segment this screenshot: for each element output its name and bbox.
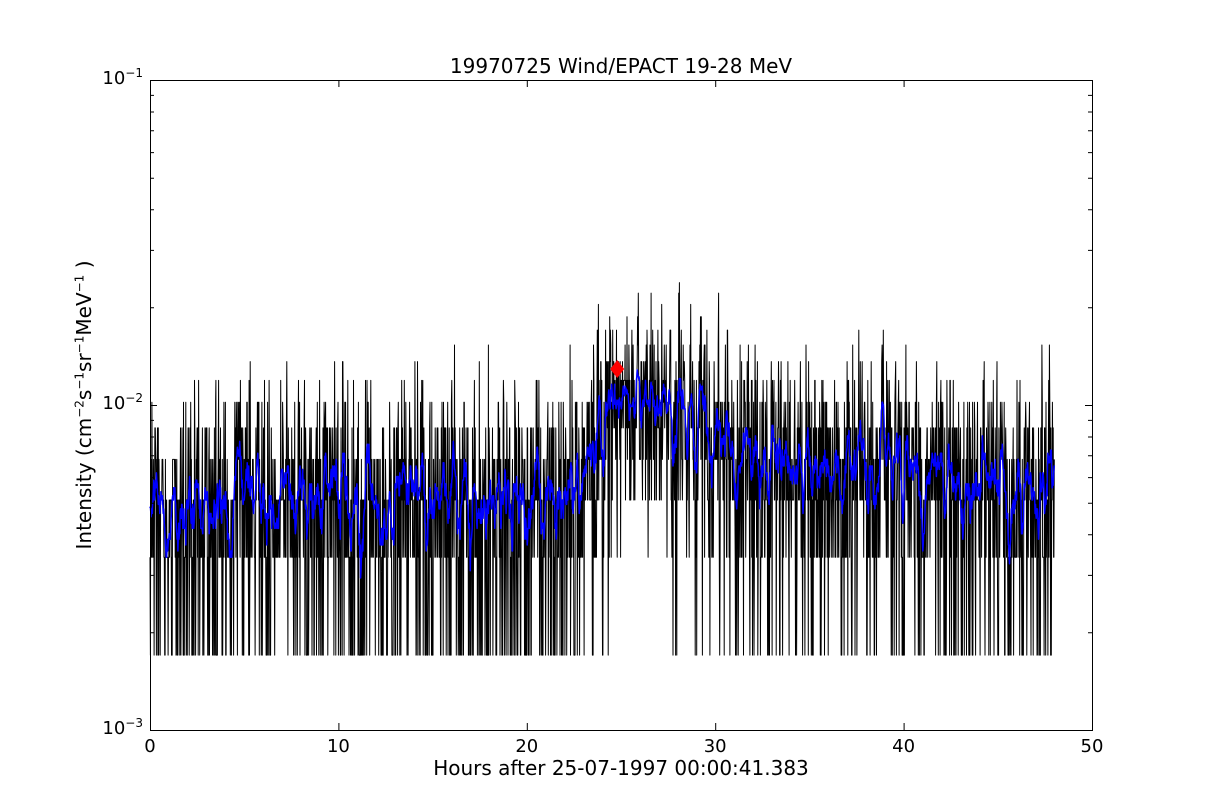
y-axis-label-exponent: −1 (72, 371, 87, 390)
x-tick-label: 30 (703, 736, 727, 757)
x-tick-label: 50 (1080, 736, 1104, 757)
chart-title: 19970725 Wind/EPACT 19-28 MeV (449, 54, 793, 78)
x-tick-label: 40 (892, 736, 916, 757)
y-tick-label: 10−1 (102, 65, 143, 89)
y-tick-exponent: −3 (125, 715, 143, 730)
y-axis-label-exponent: −1 (72, 335, 87, 354)
y-axis-label-text: Intensity (cm (72, 417, 96, 550)
axis-ticks (150, 80, 1093, 731)
y-axis-label-text: sr (72, 353, 96, 372)
y-axis-label-exponent: −1 (72, 274, 87, 293)
raw-intensity-series (149, 282, 1055, 656)
y-axis-label-text: MeV (72, 292, 96, 336)
y-axis-label-text: s (72, 389, 96, 401)
y-tick-label: 10−3 (102, 715, 143, 739)
x-axis-label: Hours after 25-07-1997 00:00:41.383 (433, 756, 809, 780)
y-tick-exponent: −1 (125, 65, 143, 80)
y-axis-label-exponent: −2 (72, 400, 87, 418)
smoothed-intensity-series (149, 369, 1056, 579)
y-axis-label-text: ) (72, 260, 96, 275)
y-tick-label: 10−2 (102, 390, 143, 414)
x-tick-label: 20 (515, 736, 539, 757)
event-onset-marker (610, 360, 625, 379)
x-tick-label: 0 (144, 736, 156, 757)
y-axis-label: Intensity (cm−2s−1sr−1MeV−1 ) (72, 260, 96, 549)
x-tick-label: 10 (326, 736, 350, 757)
y-tick-exponent: −2 (125, 390, 143, 405)
